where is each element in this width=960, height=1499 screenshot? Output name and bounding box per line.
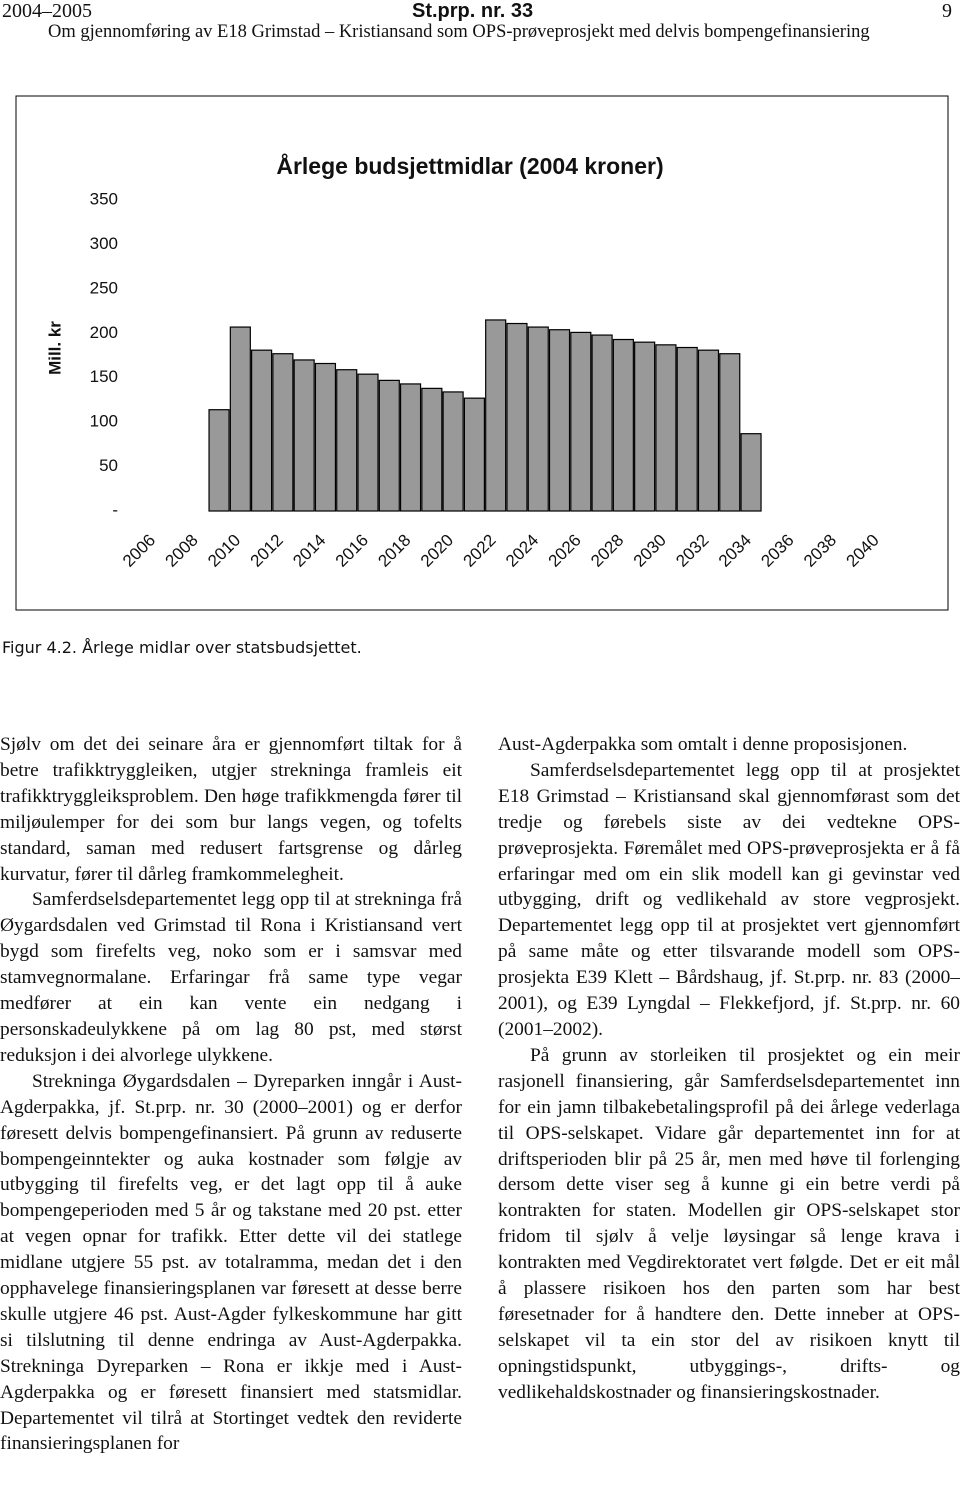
x-tick-label: 2014 [289,531,329,571]
bar [463,397,485,512]
session: 2004–2005 [2,0,92,22]
figure-caption: Figur 4.2. Årlege midlar over statsbudsj… [2,638,362,657]
x-tick-label: 2016 [332,531,372,571]
bar [527,326,549,512]
x-tick-label: 2020 [417,531,457,571]
x-tick-label: 2032 [672,531,712,571]
bar [697,349,720,512]
y-tick-label: 350 [90,189,118,208]
bar [229,326,251,512]
bar [612,338,634,512]
bar [421,387,443,512]
x-tick-label: 2030 [630,531,670,571]
y-tick-label: 50 [99,456,118,475]
bar [740,433,762,512]
x-tick-label: 2018 [374,531,414,571]
bar [399,383,422,512]
x-tick-label: 2008 [162,531,202,571]
y-axis-label: Mill. kr [45,321,64,375]
x-tick-label: 2036 [757,531,797,571]
paragraph: På grunn av storleiken til prosjektet og… [498,1044,960,1403]
x-tick-label: 2012 [247,531,287,571]
bar [378,379,400,512]
bar [442,391,464,512]
bar [548,329,571,512]
bar [208,409,230,512]
y-tick-label: - [112,500,118,519]
bar [676,346,698,512]
y-tick-label: 150 [90,367,118,386]
bar [719,353,741,512]
x-tick-label: 2038 [800,531,840,571]
x-tick-label: 2022 [459,531,499,571]
x-tick-label: 2028 [587,531,627,571]
chart-title: Årlege budsjettmidlar (2004 kroner) [276,152,663,179]
x-tick-label: 2026 [545,531,585,571]
page-number: 9 [942,0,952,22]
y-tick-label: 200 [90,323,118,342]
x-tick-label: 2040 [843,531,883,571]
chart: Årlege budsjettmidlar (2004 kroner) Mill… [15,95,949,611]
bar [485,319,507,512]
doc-id: St.prp. nr. 33 [412,0,534,22]
x-tick-label: 2006 [119,531,159,571]
paragraph: Strekninga Øygardsdalen – Dyreparken inn… [0,1070,462,1455]
y-tick-label: 100 [90,412,118,431]
x-tick-label: 2034 [715,531,755,571]
bar [634,341,656,512]
bar [272,353,294,512]
right-column: Aust-Agderpakka som omtalt i denne propo… [498,732,960,1406]
y-tick-label: 250 [90,278,118,297]
bar [293,359,315,512]
x-tick-label: 2024 [502,531,542,571]
bar [570,331,592,512]
paragraph: Samferdselsdepartementet legg opp til at… [498,759,960,1040]
x-tick-label: 2010 [204,531,244,571]
bar [591,334,613,512]
bar [336,369,358,512]
left-column: Sjølv om det dei seinare åra er gjennomf… [0,732,462,1457]
bar [314,362,337,512]
paragraph: Sjølv om det dei seinare åra er gjennomf… [0,734,462,885]
bar [506,322,528,512]
bar [655,344,677,512]
bar [357,373,379,512]
paragraph: Samferdselsdepartementet legg opp til at… [0,889,462,1066]
chart-frame [15,95,949,611]
bar [251,349,273,512]
paragraph: Aust-Agderpakka som omtalt i denne propo… [498,734,908,755]
y-tick-label: 300 [90,234,118,253]
subtitle: Om gjennomføring av E18 Grimstad – Krist… [48,22,870,42]
